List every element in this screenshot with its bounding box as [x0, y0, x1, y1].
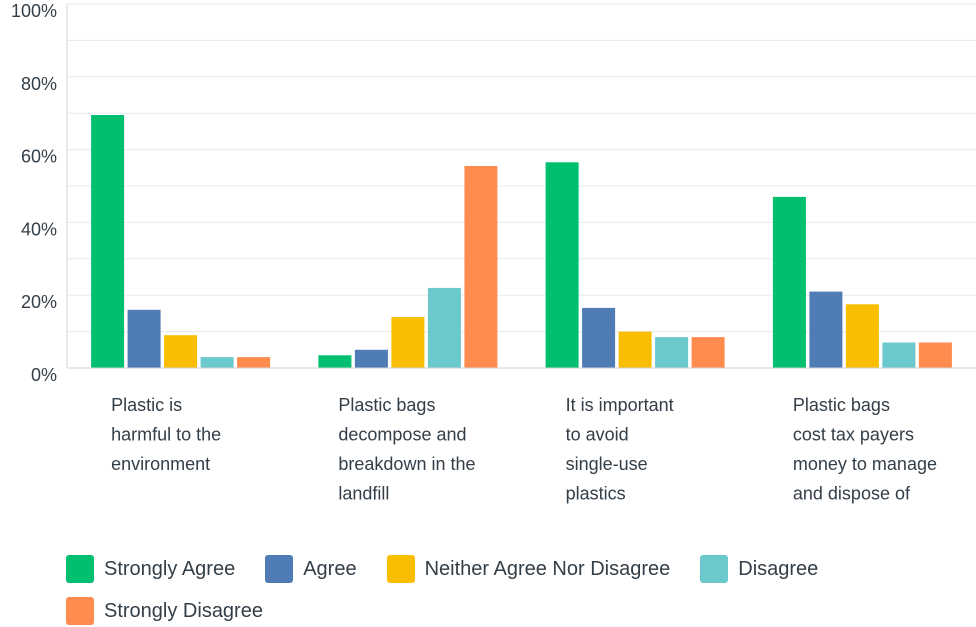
bar[interactable] — [582, 307, 616, 368]
legend-label: Neither Agree Nor Disagree — [424, 557, 671, 580]
y-tick-label: 40% — [21, 219, 57, 239]
bar[interactable] — [655, 337, 689, 368]
x-tick-label-line: single-use — [566, 454, 648, 474]
legend: Strongly Agree Agree Neither Agree Nor Dis… — [66, 553, 956, 627]
bars — [91, 115, 952, 368]
bar[interactable] — [691, 337, 725, 368]
x-tick-label-line: Plastic bags — [338, 395, 435, 415]
y-tick-label: 20% — [21, 292, 57, 312]
legend-swatch — [66, 555, 94, 583]
bar[interactable] — [91, 115, 125, 368]
x-tick-label: Plastic bags cost tax payers money to mana… — [793, 395, 937, 504]
bar[interactable] — [464, 166, 498, 368]
bar[interactable] — [354, 349, 388, 368]
legend-item[interactable]: Disagree — [700, 553, 818, 585]
x-tick-label-line: and dispose of — [793, 484, 911, 504]
x-tick-label-line: to avoid — [566, 425, 629, 445]
x-tick-label: Plastic bags decompose and breakdown in th… — [338, 395, 475, 504]
bar[interactable] — [427, 287, 461, 368]
bar[interactable] — [772, 196, 806, 368]
legend-item[interactable]: Neither Agree Nor Disagree — [386, 553, 671, 585]
legend-item[interactable]: Strongly Agree — [66, 553, 235, 585]
gridlines — [67, 3, 976, 333]
legend-swatch — [265, 555, 294, 583]
bar[interactable] — [200, 357, 234, 368]
x-tick-label-line: breakdown in the — [338, 454, 475, 474]
x-tick-label-line: landfill — [338, 484, 389, 504]
x-tick-label-line: money to manage — [793, 454, 937, 474]
x-tick-label-line: Plastic is — [111, 395, 182, 415]
y-tick-label: 80% — [21, 74, 57, 94]
x-tick-label-line: cost tax payers — [793, 425, 914, 445]
bar[interactable] — [545, 162, 579, 368]
x-tick-label-line: harmful to the — [111, 425, 221, 445]
legend-label: Disagree — [738, 557, 819, 580]
x-tick-label-line: plastics — [566, 484, 626, 504]
legend-label: Strongly Disagree — [104, 599, 263, 622]
bar[interactable] — [918, 342, 952, 369]
y-tick-label: 60% — [21, 147, 57, 167]
x-tick-label-line: Plastic bags — [793, 395, 890, 415]
y-axis-ticks: 0% 20% 40% 60% 80% 100% — [11, 1, 57, 385]
bar[interactable] — [845, 304, 879, 368]
bar[interactable] — [318, 355, 352, 368]
y-tick-label: 0% — [31, 365, 57, 385]
category-labels: Plastic is harmful to the environmentPlast… — [111, 395, 937, 504]
legend-swatch — [66, 597, 94, 625]
x-tick-label-line: decompose and — [338, 425, 466, 445]
x-tick-label: Plastic is harmful to the environment — [111, 395, 221, 474]
bar-chart: 0% 20% 40% 60% 80% 100% Plastic is harmful to … — [11, 1, 976, 504]
x-tick-label-line: environment — [111, 454, 210, 474]
bar[interactable] — [882, 342, 916, 369]
legend-label: Strongly Agree — [104, 557, 236, 580]
legend-label: Agree — [303, 557, 357, 580]
legend-swatch — [386, 555, 415, 583]
legend-swatch — [700, 555, 729, 583]
bar[interactable] — [237, 357, 271, 368]
bar[interactable] — [391, 317, 425, 368]
bar[interactable] — [809, 291, 843, 368]
bar[interactable] — [618, 331, 652, 368]
bar[interactable] — [164, 335, 198, 368]
y-tick-label: 100% — [11, 1, 57, 21]
bar[interactable] — [127, 309, 161, 368]
x-tick-label: It is important to avoid single-use plastic… — [566, 395, 674, 504]
x-tick-label-line: It is important — [566, 395, 674, 415]
legend-item[interactable]: Agree — [265, 553, 357, 585]
legend-item[interactable]: Strongly Disagree — [66, 595, 263, 627]
